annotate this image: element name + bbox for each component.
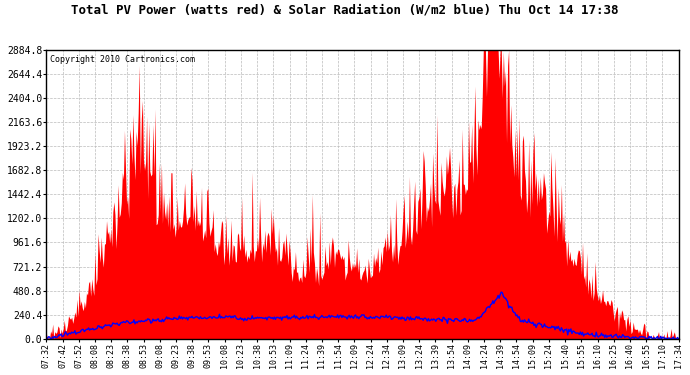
Text: Copyright 2010 Cartronics.com: Copyright 2010 Cartronics.com bbox=[50, 56, 195, 64]
Text: Total PV Power (watts red) & Solar Radiation (W/m2 blue) Thu Oct 14 17:38: Total PV Power (watts red) & Solar Radia… bbox=[71, 4, 619, 17]
